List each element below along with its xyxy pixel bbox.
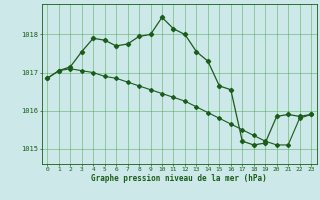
X-axis label: Graphe pression niveau de la mer (hPa): Graphe pression niveau de la mer (hPa) [91,174,267,183]
